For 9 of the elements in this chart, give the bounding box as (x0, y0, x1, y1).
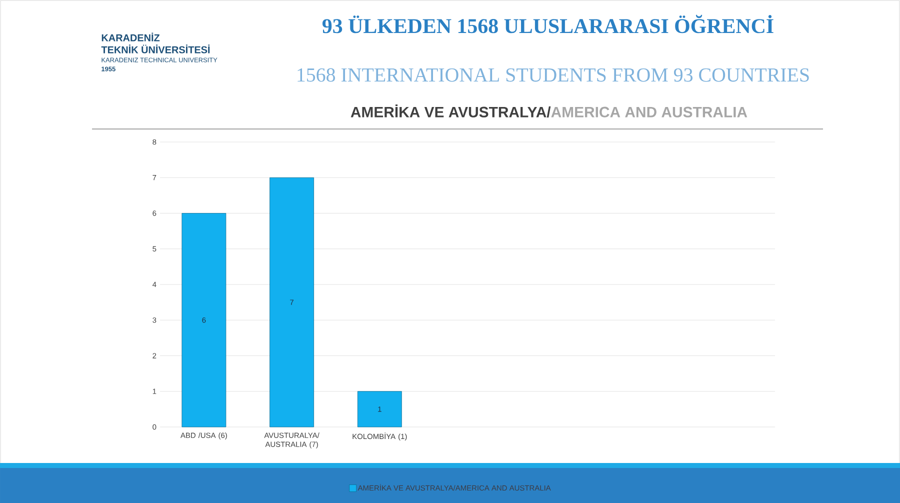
text: AMERİKA VE AVUSTRALYA/ (350, 104, 551, 118)
bar (182, 213, 226, 428)
bar (270, 177, 314, 428)
chart-title: 93 ÜLKEDEN 1568 ULUSLARARASI ÖĞRENCİ (322, 14, 774, 34)
bar (357, 391, 402, 428)
chart-subtitle: 1568 INTERNATIONAL STUDENTS FROM 93 COUNTRIES (298, 68, 809, 82)
text: KARADENİZ (102, 32, 160, 42)
text: TEKNİK ÜNİVERSİTESİ (101, 44, 210, 54)
text: AMERICA AND AUSTRALIA (551, 106, 748, 118)
